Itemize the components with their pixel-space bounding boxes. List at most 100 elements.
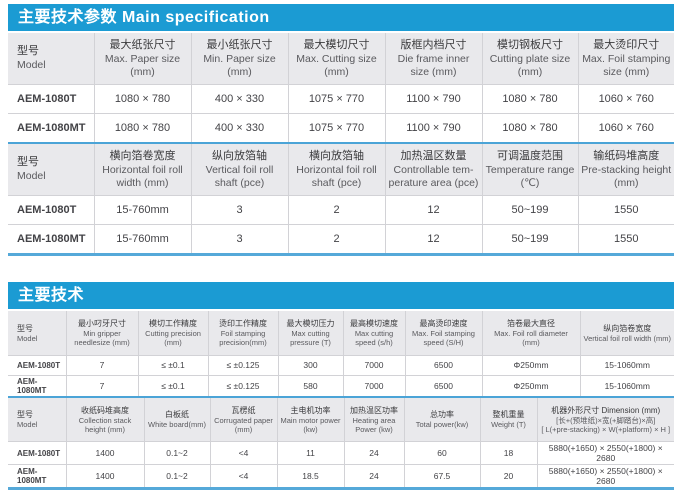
value-cell: ≤ ±0.1 — [137, 354, 209, 376]
main-spec-size-table: 型号 Model 最大纸张尺寸 Max. Paper size (mm) 最小纸张尺寸 M… — [7, 32, 675, 143]
header-label-en: White board(mm) — [148, 420, 206, 430]
value-cell: 1075 × 770 — [287, 112, 386, 143]
header-label-zh: 型号 — [17, 323, 33, 333]
value-cell: 7000 — [342, 354, 406, 376]
value-cell: 1550 — [577, 223, 675, 254]
main-tech-precision-table-container: 型号 Model 最小叼牙尺寸 Min gripper needlesize (mm)… — [7, 310, 675, 396]
value-cell: 2 — [287, 194, 386, 225]
value-cell: 12 — [384, 194, 483, 225]
header-label-en: Model — [17, 59, 46, 72]
column-header: 白板纸 White board(mm) — [143, 397, 211, 442]
header-label-en: Max cutting pressure (T) — [290, 329, 331, 348]
column-header: 最高烫印速度 Max. Foil stamping speed (S/H) — [404, 310, 483, 356]
value-cell: 1550 — [577, 194, 675, 225]
value-cell: 7000 — [342, 374, 406, 396]
value-cell: 24 — [343, 464, 405, 488]
header-label-zh: 加热温区功率 — [350, 405, 398, 415]
header-label-zh: 横向放箔轴 — [309, 149, 364, 162]
value-cell: 6500 — [404, 354, 483, 376]
model-cell: AEM-1080MT — [7, 112, 95, 143]
value-cell: 1100 × 790 — [384, 83, 483, 114]
model-cell: AEM-1080T — [7, 441, 67, 465]
header-label-zh: 纵向箔卷宽度 — [603, 323, 652, 333]
table-row: AEM-1080MT 15-760mm 3 2 12 50~199 1550 — [7, 223, 675, 254]
header-label-en: Max. Paper size (mm) — [104, 52, 181, 78]
header-label-zh: 横向箔卷宽度 — [109, 149, 176, 162]
model-cell: AEM-1080MT — [7, 374, 67, 396]
header-label-zh: 机器外形尺寸 Dimension (mm) — [551, 405, 661, 415]
header-label-en: Collection stack height (mm) — [78, 415, 132, 434]
main-spec-foil-table-container: 型号 Model 横向箔卷宽度 Horizontal foil roll width … — [7, 143, 675, 254]
header-label-zh: 可调温度范围 — [497, 149, 563, 162]
header-label-zh: 箔卷最大直径 — [507, 319, 555, 329]
header-label-zh: 最大模切压力 — [286, 319, 335, 329]
header-label-zh: 烫印工作精度 — [219, 319, 267, 329]
table-row: AEM-1080T 15-760mm 3 2 12 50~199 1550 — [7, 194, 675, 225]
model-cell: AEM-1080MT — [7, 223, 95, 254]
column-header: 最大纸张尺寸 Max. Paper size (mm) — [93, 32, 192, 85]
header-label-zh: 瓦楞纸 — [231, 405, 256, 415]
section-title-main-specification: 主要技术参数 Main specification — [8, 4, 674, 31]
header-label-en: Model — [17, 420, 38, 430]
header-label-zh: 模切工作精度 — [149, 319, 197, 329]
value-cell: 7 — [65, 374, 139, 396]
header-label-zh: 最小纸张尺寸 — [206, 38, 273, 51]
value-cell: <4 — [209, 441, 278, 465]
value-cell: 1400 — [65, 441, 145, 465]
column-header: 可调温度范围 Temperature range (℃) — [481, 143, 579, 196]
model-column-header: 型号 Model — [7, 32, 95, 85]
header-label-zh: 白板纸 — [165, 410, 189, 420]
column-header: 模切工作精度 Cutting precision (mm) — [137, 310, 209, 356]
header-label-en: Horizontal foil roll width (mm) — [102, 163, 183, 189]
header-label-en: [ L(+pre-stacking) × W(+platform) × H ] — [541, 424, 671, 434]
header-label-zh: 最大纸张尺寸 — [109, 38, 176, 51]
main-spec-size-table-container: 型号 Model 最大纸张尺寸 Max. Paper size (mm) 最小纸张尺寸 M… — [7, 32, 675, 143]
column-header: 纵向放箔轴 Vertical foil roll shaft (pce) — [190, 143, 289, 196]
header-label-en: Vertical foil roll width (mm) — [583, 333, 672, 343]
main-tech-power-table-container: 型号 Model 收纸码堆高度 Collection stack height (mm… — [7, 397, 675, 488]
value-cell: 50~199 — [481, 194, 579, 225]
header-label-zh: 型号 — [17, 410, 33, 420]
section-end-divider — [8, 487, 674, 490]
value-cell: ≤ ±0.125 — [207, 374, 279, 396]
model-cell: AEM-1080MT — [7, 464, 67, 488]
column-header: 收纸码堆高度 Collection stack height (mm) — [65, 397, 145, 442]
column-header: 箔卷最大直径 Max. Foil roll diameter (mm) — [481, 310, 581, 356]
value-cell: 15-760mm — [93, 223, 192, 254]
column-header: 最小叼牙尺寸 Min gripper needlesize (mm) — [65, 310, 139, 356]
header-label-zh: 型号 — [17, 45, 39, 58]
column-header: 烫印工作精度 Foil stamping precision(mm) — [207, 310, 279, 356]
value-cell: 1080 × 780 — [93, 83, 192, 114]
model-column-header: 型号 Model — [7, 143, 95, 196]
section-divider — [8, 142, 674, 144]
header-label-zh: 加热温区数量 — [400, 149, 467, 162]
column-header: 纵向箔卷宽度 Vertical foil roll width (mm) — [579, 310, 675, 356]
column-header: 整机重量 Weight (T) — [479, 397, 538, 442]
table-row: AEM-1080T 7 ≤ ±0.1 ≤ ±0.125 300 7000 6500 Φ250m… — [7, 354, 675, 376]
column-header: 模切钢板尺寸 Cutting plate size (mm) — [481, 32, 579, 85]
header-label-zh: 收纸码堆高度 — [81, 405, 129, 415]
model-column-header: 型号 Model — [7, 310, 67, 356]
value-cell: 0.1~2 — [143, 441, 211, 465]
value-cell: 18 — [479, 441, 538, 465]
section-end-divider — [8, 253, 674, 256]
spec-sheet: 主要技术参数 Main specification 型号 Model 最大纸张尺寸 M… — [7, 4, 675, 490]
value-cell: 3 — [190, 223, 289, 254]
value-cell: 400 × 330 — [190, 112, 289, 143]
value-cell: 50~199 — [481, 223, 579, 254]
value-cell: 24 — [343, 441, 405, 465]
header-label-en: Max cutting speed (s/h) — [354, 329, 394, 348]
value-cell: ≤ ±0.125 — [207, 354, 279, 376]
main-tech-power-table: 型号 Model 收纸码堆高度 Collection stack height (mm… — [7, 397, 675, 488]
header-label-en: [长+(预堆纸)×宽(+脚踏台)×高] — [556, 415, 656, 425]
header-label-en: Max. Foil roll diameter (mm) — [494, 329, 568, 348]
value-cell: Φ250mm — [481, 374, 581, 396]
column-header: 加热温区功率 Heating area Power (kw) — [343, 397, 405, 442]
header-label-zh: 总功率 — [430, 410, 454, 420]
column-header: 最小纸张尺寸 Min. Paper size (mm) — [190, 32, 289, 85]
value-cell: 15-1060mm — [579, 354, 675, 376]
main-spec-foil-table: 型号 Model 横向箔卷宽度 Horizontal foil roll width … — [7, 143, 675, 254]
value-cell: 12 — [384, 223, 483, 254]
value-cell: <4 — [209, 464, 278, 488]
header-label-en: Weight (T) — [491, 420, 526, 430]
